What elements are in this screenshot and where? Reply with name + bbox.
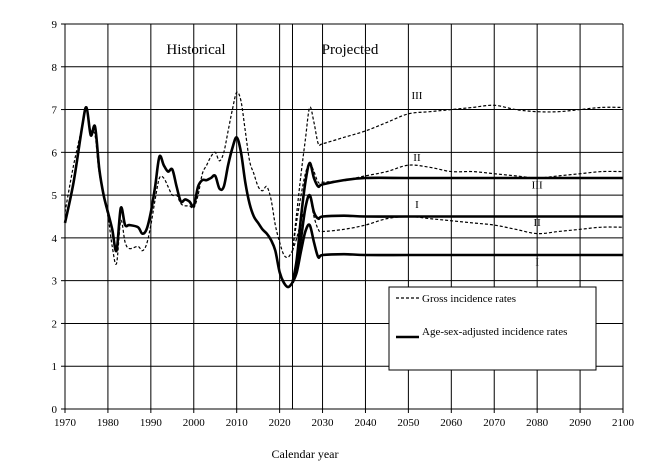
series-line-adjusted-i — [291, 223, 623, 284]
region-label-projected: Projected — [322, 42, 379, 58]
series-tag-label: III — [532, 180, 543, 192]
x-tick-label: 1970 — [54, 417, 77, 429]
legend-label-adjusted-wrap: Age-sex-adjusted incidence rates — [422, 326, 568, 338]
region-label-historical: Historical — [166, 42, 225, 58]
x-tick-label: 2040 — [354, 417, 377, 429]
x-tick-label: 2020 — [269, 417, 292, 429]
legend-label-gross: Gross incidence rates — [422, 293, 516, 305]
y-tick-label: 4 — [52, 233, 58, 245]
series-tag-label: III — [411, 90, 422, 102]
x-tick-label: 2010 — [226, 417, 249, 429]
series-tag-label: II — [533, 217, 541, 229]
y-tick-label: 1 — [52, 361, 58, 373]
series-tag-label: I — [535, 257, 539, 269]
series-line-gross-i — [291, 196, 624, 251]
axes — [61, 23, 624, 413]
series-line-gross-iii — [291, 104, 624, 251]
series-tag-label: II — [413, 152, 421, 164]
x-tick-label: 1980 — [97, 417, 120, 429]
series-line-adjusted-ii — [291, 193, 623, 284]
legend-box — [388, 286, 597, 371]
tick-labels: 0 1 2 3 4 5 6 7 8 9 1970 1980 1990 2000 2010 2020 2030 20… — [52, 19, 635, 429]
y-tick-label: 7 — [52, 105, 58, 117]
x-tick-label: 2100 — [612, 417, 635, 429]
x-tick-label: 2090 — [569, 417, 592, 429]
series-tag-label: I — [415, 199, 419, 211]
series-line-adjusted-iii — [291, 161, 623, 284]
x-tick-label: 1990 — [140, 417, 163, 429]
series-line-historical-adjusted — [63, 106, 294, 289]
x-tick-label: 2050 — [397, 417, 420, 429]
y-tick-label: 3 — [52, 276, 58, 288]
y-tick-label: 0 — [52, 404, 58, 416]
x-tick-label: 2000 — [183, 417, 206, 429]
series-line-historical-gross — [64, 91, 294, 265]
series-lines — [63, 91, 624, 289]
x-tick-label: 2030 — [312, 417, 335, 429]
x-axis-title: Calendar year — [272, 447, 339, 461]
y-tick-label: 2 — [52, 318, 58, 330]
y-tick-label: 6 — [52, 147, 58, 159]
legend: Gross incidence rates Age-sex-adjusted i… — [388, 286, 597, 371]
x-tick-label: 2070 — [483, 417, 506, 429]
y-tick-label: 9 — [52, 19, 58, 31]
x-tick-label: 2060 — [440, 417, 463, 429]
y-tick-label: 5 — [52, 190, 58, 202]
y-tick-label: 8 — [52, 62, 58, 74]
x-tick-label: 2080 — [526, 417, 549, 429]
legend-label-adjusted: Age-sex-adjusted incidence rates — [422, 326, 568, 338]
